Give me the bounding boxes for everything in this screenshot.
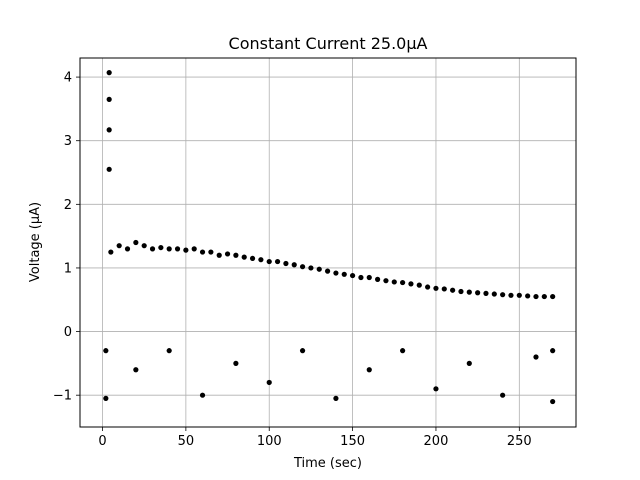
data-point: [491, 291, 497, 297]
data-point: [141, 243, 147, 249]
x-ticks: 0 50 100 150 200 250: [98, 427, 532, 449]
data-point: [308, 265, 314, 271]
data-point: [425, 284, 431, 290]
data-point: [266, 379, 272, 386]
data-point: [106, 166, 112, 172]
data-point: [450, 287, 456, 293]
data-point: [249, 255, 256, 262]
y-tick-label: 1: [64, 261, 72, 276]
y-axis-label: Voltage (μA): [28, 202, 43, 282]
data-point: [416, 282, 422, 288]
data-point: [291, 262, 297, 268]
data-point: [375, 276, 381, 282]
data-point: [183, 247, 189, 253]
x-tick-label: 250: [507, 434, 532, 449]
data-point: [358, 274, 364, 281]
data-point: [133, 367, 139, 373]
data-point: [500, 292, 506, 298]
data-point: [316, 266, 322, 272]
data-point: [166, 348, 172, 354]
data-point: [233, 252, 239, 258]
data-point: [158, 244, 164, 251]
data-point: [299, 264, 306, 270]
data-point: [516, 292, 522, 298]
data-point: [199, 392, 206, 398]
data-point: [466, 289, 472, 295]
data-point: [103, 348, 109, 354]
data-point: [133, 239, 139, 246]
data-point: [550, 398, 556, 405]
data-point: [383, 278, 389, 284]
data-point: [106, 70, 112, 76]
x-tick-label: 50: [178, 434, 195, 449]
plot-frame: [79, 57, 577, 428]
x-tick-label: 150: [340, 434, 365, 449]
data-point: [525, 293, 531, 299]
data-point: [258, 257, 264, 263]
data-point: [533, 354, 539, 360]
data-point: [174, 246, 181, 252]
data-point: [541, 293, 547, 300]
data-point: [208, 249, 214, 255]
data-point: [366, 274, 372, 281]
data-point: [106, 127, 112, 133]
data-point: [233, 360, 239, 366]
data-point: [166, 246, 172, 252]
data-point: [266, 258, 272, 265]
chart-title: Constant Current 25.0μA: [229, 34, 428, 53]
y-tick-label: 2: [64, 198, 72, 213]
data-point: [191, 246, 197, 252]
data-point: [216, 252, 222, 258]
data-point: [108, 249, 114, 255]
data-point: [106, 96, 112, 102]
data-point: [333, 395, 339, 401]
data-point: [199, 249, 206, 255]
data-points: [103, 70, 556, 405]
data-point: [508, 292, 514, 298]
data-point: [283, 260, 289, 267]
y-tick-label: −1: [53, 389, 72, 404]
data-point: [483, 290, 489, 296]
y-ticks: −1 0 1 2 3 4: [53, 71, 80, 404]
data-point: [116, 243, 122, 249]
data-point: [408, 281, 414, 287]
data-point: [533, 293, 539, 300]
data-point: [149, 246, 156, 252]
data-point: [400, 348, 406, 354]
y-tick-label: 4: [64, 71, 72, 86]
data-point: [466, 360, 472, 366]
x-tick-label: 0: [98, 434, 106, 449]
data-point: [103, 395, 109, 401]
data-point: [458, 288, 464, 295]
data-point: [433, 386, 439, 392]
data-point: [324, 268, 331, 274]
grid-lines: [80, 58, 576, 427]
data-point: [433, 285, 439, 291]
data-point: [299, 348, 306, 354]
data-point: [349, 272, 356, 279]
x-tick-label: 200: [424, 434, 449, 449]
data-point: [124, 246, 131, 252]
y-tick-label: 3: [64, 134, 72, 149]
data-point: [475, 290, 481, 296]
data-point: [366, 367, 372, 373]
data-point: [274, 258, 281, 265]
data-point: [500, 392, 506, 398]
data-point: [391, 279, 397, 285]
data-point: [333, 270, 339, 276]
x-axis-label: Time (sec): [293, 456, 362, 471]
x-tick-label: 100: [257, 434, 282, 449]
data-point: [224, 251, 231, 257]
data-point: [400, 279, 406, 286]
data-point: [550, 293, 556, 300]
data-point: [441, 286, 447, 292]
data-point: [241, 254, 247, 260]
data-point: [341, 271, 347, 277]
data-point: [550, 348, 556, 354]
y-tick-label: 0: [64, 325, 72, 340]
